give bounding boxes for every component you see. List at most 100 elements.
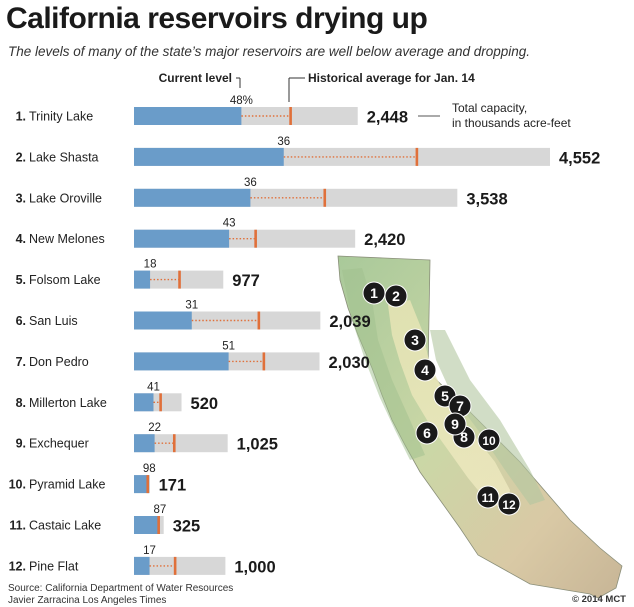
reservoir-number: 1. xyxy=(16,110,26,124)
capacity-value-label: 2,420 xyxy=(364,231,405,249)
historical-average-marker xyxy=(415,147,419,166)
capacity-label-line2: in thousands acre-feet xyxy=(452,116,571,130)
reservoir-name: Millerton Lake xyxy=(29,396,107,410)
map-marker-circle xyxy=(413,358,437,382)
map-marker-number: 11 xyxy=(482,491,495,505)
historical-average-marker xyxy=(178,270,181,289)
reservoir-name: Exchequer xyxy=(29,437,89,451)
map-marker: 4 xyxy=(413,358,437,382)
historical-average-marker xyxy=(323,188,327,207)
capacity-value-label: 2,039 xyxy=(329,313,370,331)
source-note: Source: California Department of Water R… xyxy=(8,583,234,594)
reservoir-name: Trinity Lake xyxy=(29,110,93,124)
map-marker-number: 7 xyxy=(456,398,464,414)
reservoir-row: 11. Castaic Lake 87 325 xyxy=(9,504,200,536)
reservoir-name: Pine Flat xyxy=(29,559,79,573)
reservoir-row: 4. New Melones 43 2,420 xyxy=(16,218,406,250)
current-level-bar xyxy=(134,434,155,453)
map-marker: 11 xyxy=(476,485,500,509)
map-marker-circle xyxy=(443,412,467,436)
map-marker-number: 9 xyxy=(451,416,459,432)
current-percent-label: 98 xyxy=(143,463,156,475)
reservoir-row: 3. Lake Oroville 36 3,538 xyxy=(16,177,508,209)
capacity-value-label: 3,538 xyxy=(466,190,507,208)
capacity-value-label: 325 xyxy=(173,518,201,536)
map-marker-number: 4 xyxy=(421,362,429,378)
reservoir-row: 7. Don Pedro 51 2,030 xyxy=(16,340,370,372)
reservoir-number: 6. xyxy=(16,314,26,328)
map-marker: 9 xyxy=(443,412,467,436)
historical-average-marker xyxy=(289,107,292,125)
historical-average-marker xyxy=(173,556,177,575)
map-marker: 2 xyxy=(384,284,408,308)
reservoir-number: 9. xyxy=(16,437,26,451)
capacity-value-label: 1,000 xyxy=(234,558,275,576)
reservoir-name: Don Pedro xyxy=(29,355,89,369)
current-percent-label: 51 xyxy=(222,340,235,352)
reservoir-number: 2. xyxy=(16,150,26,164)
current-percent-label: 87 xyxy=(153,504,166,516)
historical-average-marker xyxy=(146,475,150,494)
current-percent-label: 36 xyxy=(244,177,257,189)
reservoir-row: 6. San Luis 31 2,039 xyxy=(16,300,371,332)
map-marker: 10 xyxy=(477,428,501,452)
map-marker: 6 xyxy=(415,421,439,445)
legend: Current level Historical average for Jan… xyxy=(159,71,572,130)
reservoir-row: 1. Trinity Lake 48% 2,448 xyxy=(16,95,408,127)
reservoir-number: 5. xyxy=(16,273,26,287)
copyright: © 2014 MCT xyxy=(572,594,626,605)
current-percent-label: 31 xyxy=(185,300,198,312)
map-marker-circle xyxy=(415,421,439,445)
reservoir-number: 8. xyxy=(16,396,26,410)
historical-average-marker xyxy=(257,311,261,330)
current-percent-label: 41 xyxy=(147,381,160,393)
historical-average-marker xyxy=(254,229,257,248)
current-level-bar xyxy=(134,229,230,248)
current-level-bar xyxy=(134,556,150,575)
legend-historical-label: Historical average for Jan. 14 xyxy=(308,71,475,85)
chart-title: California reservoirs drying up xyxy=(6,2,428,35)
current-level-bar xyxy=(134,393,154,412)
legend-current-label: Current level xyxy=(159,71,232,85)
current-percent-label: 48% xyxy=(230,95,253,107)
capacity-label-line1: Total capacity, xyxy=(452,101,527,115)
reservoir-row: 5. Folsom Lake 18 977 xyxy=(16,259,260,291)
capacity-value-label: 2,030 xyxy=(329,354,370,372)
map-marker-number: 2 xyxy=(392,288,400,304)
map-marker-number: 3 xyxy=(411,332,419,348)
current-percent-label: 43 xyxy=(223,218,236,230)
reservoir-number: 12. xyxy=(9,559,26,573)
map-marker: 12 xyxy=(497,492,521,516)
current-percent-label: 18 xyxy=(144,259,157,271)
map-marker-number: 8 xyxy=(460,429,468,445)
capacity-bar xyxy=(134,556,226,575)
reservoir-row: 9. Exchequer 22 1,025 xyxy=(16,422,278,454)
current-level-bar xyxy=(134,475,150,494)
reservoir-number: 4. xyxy=(16,232,26,246)
current-level-bar xyxy=(134,352,229,371)
historical-average-marker xyxy=(159,393,162,412)
capacity-value-label: 977 xyxy=(232,272,260,290)
map-marker-number: 10 xyxy=(482,434,496,448)
map-marker-number: 6 xyxy=(423,425,431,441)
reservoir-number: 3. xyxy=(16,191,26,205)
current-level-bar xyxy=(134,311,192,330)
coast-range xyxy=(342,268,425,460)
reservoir-name: San Luis xyxy=(29,314,78,328)
current-percent-label: 22 xyxy=(148,422,161,434)
map-marker-number: 1 xyxy=(370,285,378,301)
historical-average-marker xyxy=(157,516,160,534)
map-marker: 1 xyxy=(362,281,386,305)
map-marker-circle xyxy=(384,284,408,308)
reservoir-name: Folsom Lake xyxy=(29,273,101,287)
current-level-bar xyxy=(134,107,242,125)
reservoir-row: 8. Millerton Lake 41 520 xyxy=(16,381,218,413)
capacity-value-label: 171 xyxy=(159,477,187,495)
current-level-bar xyxy=(134,516,160,534)
current-level-bar xyxy=(134,270,151,289)
reservoir-number: 10. xyxy=(9,478,26,492)
current-percent-label: 36 xyxy=(277,136,290,148)
historical-average-marker xyxy=(172,434,176,453)
reservoir-name: Castaic Lake xyxy=(29,519,101,533)
